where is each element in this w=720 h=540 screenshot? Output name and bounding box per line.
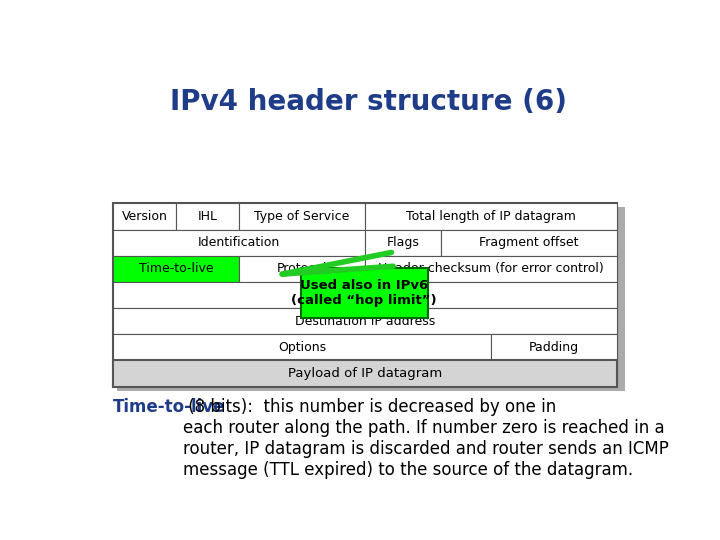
Bar xyxy=(441,230,617,256)
FancyBboxPatch shape xyxy=(301,268,428,318)
Text: Options: Options xyxy=(278,341,326,354)
Bar xyxy=(117,207,625,390)
Bar xyxy=(491,334,617,361)
Bar xyxy=(239,256,365,282)
Text: IPv4 header structure (6): IPv4 header structure (6) xyxy=(171,88,567,116)
Text: Identification: Identification xyxy=(198,236,280,249)
Bar xyxy=(365,204,617,230)
Bar xyxy=(113,361,617,387)
Bar xyxy=(113,308,617,334)
Bar xyxy=(113,204,617,387)
Text: Protocol: Protocol xyxy=(277,262,328,275)
Text: Type of Service: Type of Service xyxy=(254,210,350,223)
Bar xyxy=(113,282,617,308)
Bar xyxy=(113,334,491,361)
Bar xyxy=(113,230,365,256)
Text: Destination IP address: Destination IP address xyxy=(295,315,436,328)
Bar xyxy=(113,256,239,282)
Text: Header checksum (for error control): Header checksum (for error control) xyxy=(378,262,604,275)
Text: Used also in IPv6
(called “hop limit”): Used also in IPv6 (called “hop limit”) xyxy=(292,279,437,307)
Text: Payload of IP datagram: Payload of IP datagram xyxy=(288,367,442,380)
Text: Version: Version xyxy=(122,210,168,223)
Text: Total length of IP datagram: Total length of IP datagram xyxy=(406,210,576,223)
Text: Fragment offset: Fragment offset xyxy=(479,236,579,249)
Text: (8 bits):  this number is decreased by one in
each router along the path. If num: (8 bits): this number is decreased by on… xyxy=(183,398,669,478)
Bar xyxy=(239,204,365,230)
Bar xyxy=(113,204,176,230)
Text: Source IP address: Source IP address xyxy=(310,288,421,301)
Text: Padding: Padding xyxy=(529,341,579,354)
Bar xyxy=(365,256,617,282)
Text: Flags: Flags xyxy=(387,236,419,249)
Bar xyxy=(365,230,441,256)
Text: Time-to-live: Time-to-live xyxy=(139,262,214,275)
Text: IHL: IHL xyxy=(198,210,217,223)
Text: Time-to-live: Time-to-live xyxy=(113,398,226,416)
Bar xyxy=(176,204,239,230)
